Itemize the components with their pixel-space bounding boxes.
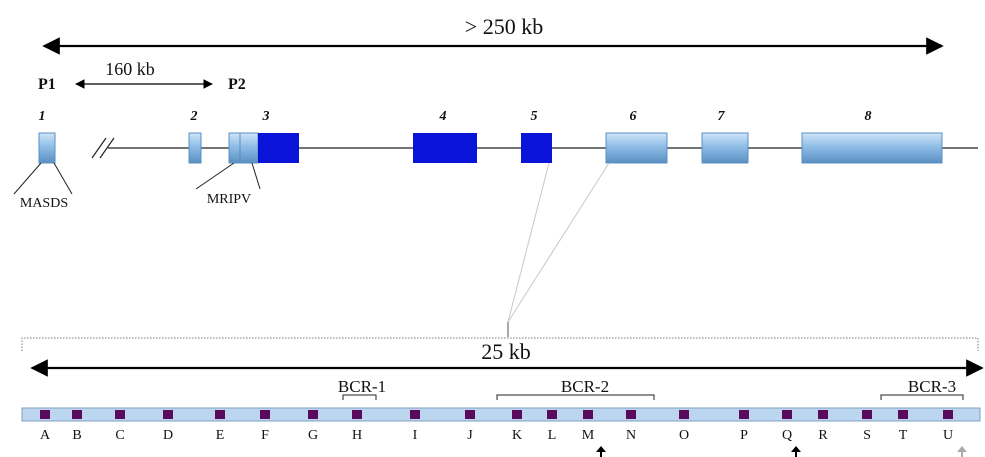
site-marker-o	[679, 410, 689, 419]
site-marker-p	[739, 410, 749, 419]
zoom-span-label: 25 kb	[481, 339, 531, 364]
site-arrow-m	[596, 446, 606, 457]
exon-3-coding	[258, 133, 299, 163]
site-label-d: D	[163, 428, 173, 443]
bcr-3-label: BCR-3	[908, 377, 956, 396]
exon-7	[701, 132, 749, 164]
site-marker-h	[352, 410, 362, 419]
exon-8	[801, 132, 943, 164]
total-span-label: > 250 kb	[465, 14, 543, 39]
promoter-p2: P2	[228, 76, 246, 93]
motif-exon1-label: MASDS	[20, 196, 68, 211]
site-label-r: R	[818, 428, 828, 443]
exon-number: 4	[439, 109, 447, 124]
site-markers	[40, 410, 953, 419]
site-label-j: J	[467, 428, 473, 443]
site-marker-g	[308, 410, 318, 419]
exon-6	[605, 132, 668, 164]
site-marker-j	[465, 410, 475, 419]
site-label-e: E	[216, 428, 225, 443]
bcr-1-bracket	[342, 394, 377, 400]
motif-exon2-label: MRIPV	[207, 192, 251, 207]
site-arrow-q	[791, 446, 801, 457]
exon-number: 2	[190, 109, 198, 124]
exon-number: 8	[865, 109, 872, 124]
bcr-3-bracket	[880, 394, 964, 400]
site-marker-r	[818, 410, 828, 419]
site-marker-q	[782, 410, 792, 419]
site-label-i: I	[413, 428, 418, 443]
site-arrow-u	[957, 446, 967, 457]
exon-number: 1	[39, 109, 46, 124]
site-marker-c	[115, 410, 125, 419]
exon-number: 6	[630, 109, 637, 124]
site-label-p: P	[740, 428, 748, 443]
bcr-1-label: BCR-1	[338, 377, 386, 396]
axis-break-mark	[99, 137, 115, 159]
site-marker-i	[410, 410, 420, 419]
axis-break-mark	[91, 137, 107, 159]
site-label-s: S	[863, 428, 871, 443]
site-marker-l	[547, 410, 557, 419]
site-marker-e	[215, 410, 225, 419]
site-label-u: U	[943, 428, 953, 443]
zoom-connector	[507, 162, 550, 323]
motif-callout-line	[251, 162, 261, 190]
site-marker-b	[72, 410, 82, 419]
motif-callout-line	[53, 162, 73, 195]
site-label-n: N	[626, 428, 636, 443]
motif-callout-line	[195, 162, 235, 190]
exon-2	[188, 132, 202, 164]
exon-number: 5	[531, 109, 538, 124]
site-marker-n	[626, 410, 636, 419]
site-marker-a	[40, 410, 50, 419]
zoom-bracket	[21, 337, 979, 351]
site-label-m: M	[582, 428, 595, 443]
exon-1	[38, 132, 56, 164]
site-labels: A B C D E F G H I J K L M N O P Q R S T U	[40, 428, 953, 443]
site-label-b: B	[72, 428, 81, 443]
bcr-2-bracket	[496, 394, 655, 400]
exon-3-noncoding	[228, 132, 259, 164]
promoter-p1: P1	[38, 76, 56, 93]
site-label-q: Q	[782, 428, 792, 443]
bcr-2-label: BCR-2	[561, 377, 609, 396]
site-label-l: L	[548, 428, 557, 443]
promoter-gap-label: 160 kb	[105, 59, 155, 79]
site-marker-k	[512, 410, 522, 419]
site-marker-f	[260, 410, 270, 419]
exon-5	[521, 133, 552, 163]
site-label-k: K	[512, 428, 522, 443]
site-label-a: A	[40, 428, 51, 443]
site-label-o: O	[679, 428, 689, 443]
site-label-g: G	[308, 428, 318, 443]
site-marker-m	[583, 410, 593, 419]
site-marker-d	[163, 410, 173, 419]
site-label-f: F	[261, 428, 269, 443]
site-marker-u	[943, 410, 953, 419]
exon-4	[413, 133, 477, 163]
site-marker-t	[898, 410, 908, 419]
exon-number: 3	[262, 109, 270, 124]
site-label-c: C	[115, 428, 124, 443]
site-marker-s	[862, 410, 872, 419]
motif-callout-line	[13, 162, 42, 195]
zoom-connector	[507, 162, 610, 323]
exon-number: 7	[718, 109, 726, 124]
site-label-t: T	[899, 428, 908, 443]
site-label-h: H	[352, 428, 362, 443]
